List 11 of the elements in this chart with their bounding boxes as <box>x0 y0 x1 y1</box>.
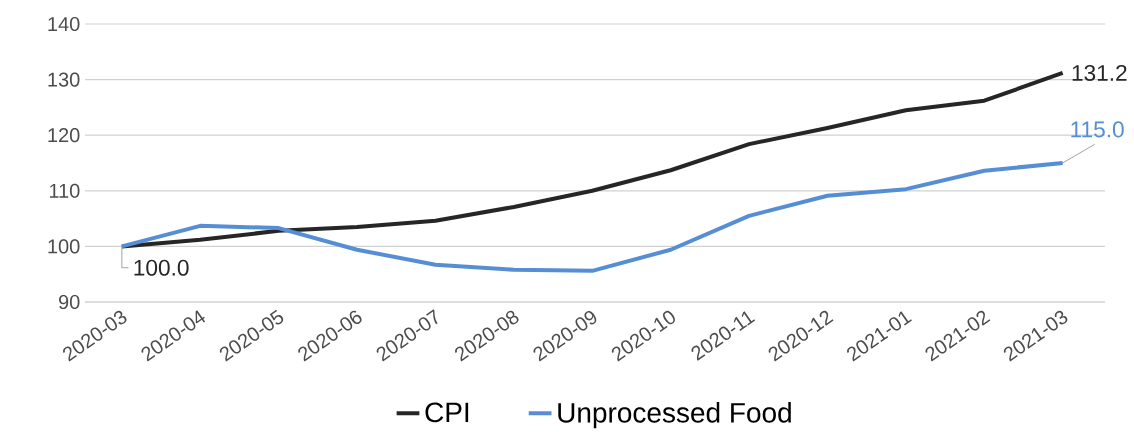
y-tick-label: 130 <box>48 72 80 87</box>
legend-label: Unprocessed Food <box>558 402 791 429</box>
data-label: 115.0 <box>1071 121 1124 138</box>
y-tick-label: 100 <box>48 239 80 254</box>
y-tick-label: 110 <box>49 183 80 198</box>
legend-label: CPI <box>425 402 469 423</box>
data-label: 100.0 <box>134 259 189 276</box>
y-tick-label: 90 <box>58 294 80 310</box>
y-tick-label: 120 <box>48 128 80 143</box>
y-tick-label: 140 <box>48 16 80 32</box>
data-label: 131.2 <box>1072 64 1127 81</box>
